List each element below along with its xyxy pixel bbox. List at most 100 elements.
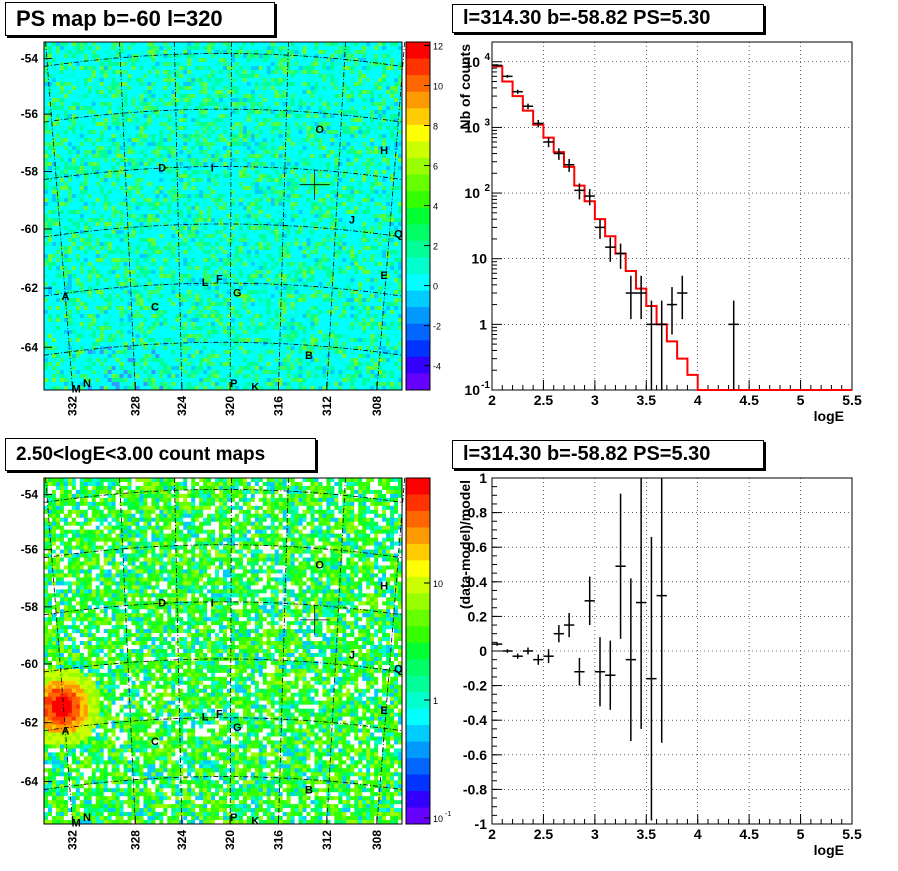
- ps-map-lat-line: [43, 223, 403, 238]
- source-label-e: E: [380, 705, 387, 717]
- count-map-pixels: [44, 478, 403, 825]
- count-map-colorbar-frame: [405, 477, 431, 825]
- count-map-ytick-label: -58: [21, 600, 39, 614]
- spectrum-xtick-label: 2: [488, 392, 496, 408]
- residual-ytick-label: 0.4: [468, 574, 488, 590]
- count-map-colorbar-band: [406, 708, 430, 726]
- spectrum-ytick-label: 10: [464, 382, 480, 398]
- ps-colorbar-tick-label: 12: [433, 41, 443, 51]
- count-map-colorbar-band: [406, 675, 430, 693]
- count-map-colorbar-band: [406, 560, 430, 578]
- ps-colorbar-tick-label: 0: [433, 282, 438, 292]
- spectrum-ytick-label: 1: [479, 316, 487, 332]
- count-map-lon-line: [278, 477, 289, 825]
- source-label-c: C: [151, 301, 159, 313]
- residual-xlabel: logE: [814, 842, 844, 858]
- ps-colorbar-tick-label: 6: [433, 162, 438, 172]
- ps-map-lon-line: [278, 41, 289, 391]
- ps-map-colorbar-band: [406, 42, 430, 60]
- count-map-lon-line: [229, 477, 232, 825]
- source-label-f: F: [216, 708, 223, 720]
- ps-map-lat-line: [43, 282, 403, 297]
- residual-xtick-label: 5: [797, 826, 805, 842]
- spectrum-xtick-label: 3.5: [637, 392, 657, 408]
- count-map-lon-line: [326, 477, 346, 825]
- ps-map-xtick-label: 328: [128, 396, 142, 416]
- ps-map-lon-line: [45, 41, 74, 391]
- spectrum-ytick-label: 10: [464, 54, 480, 70]
- count-map-lat-line: [43, 544, 403, 559]
- ps-map-ytick-label: -62: [21, 281, 39, 295]
- ps-map-panel: -54 -56 -58 -60 -62 -64 332 328 324 320 316 312 308 A…: [21, 41, 443, 416]
- count-map-ytick-label: -56: [21, 543, 39, 557]
- source-label-j: J: [349, 649, 355, 661]
- count-map-colorbar-band: [406, 692, 430, 710]
- residual-ytick-label: 0.6: [468, 539, 488, 555]
- ps-map-title: PS map b=-60 l=320: [5, 2, 275, 36]
- ps-map-colorbar-band: [406, 224, 430, 242]
- source-label-h: H: [380, 145, 388, 157]
- ps-map-colorbar-band: [406, 356, 430, 374]
- count-map-colorbar: [405, 477, 431, 825]
- ps-map-lon-line: [119, 41, 136, 391]
- ps-map-colorbar-band: [406, 307, 430, 325]
- count-map-graticule: [43, 477, 406, 825]
- source-label-k: K: [251, 816, 259, 828]
- count-map-colorbar-band: [406, 478, 430, 495]
- ps-map-colorbar-band: [406, 108, 430, 126]
- source-label-d: D: [158, 162, 166, 174]
- spectrum-ytick-label: 10: [471, 251, 487, 267]
- ps-map-lon-line: [326, 41, 346, 391]
- residual-xtick-label: 2: [488, 826, 496, 842]
- ps-map-ytick-label: -60: [21, 222, 39, 236]
- count-map-colorbar-band: [406, 494, 430, 512]
- residual-ytick-label: -0.4: [463, 712, 487, 728]
- source-label-i: I: [211, 162, 214, 174]
- ps-map-colorbar-band: [406, 75, 430, 93]
- count-map-lon-line: [119, 477, 136, 825]
- source-label-q: Q: [394, 228, 403, 240]
- count-map-colorbar-band: [406, 758, 430, 776]
- count-colorbar-tick-label: 10: [433, 814, 443, 824]
- spectrum-ytick-exp: 4: [484, 52, 490, 63]
- residual-title: l=314.30 b=-58.82 PS=5.30: [452, 440, 764, 469]
- ps-map-lon-line: [229, 41, 232, 391]
- source-label-f: F: [216, 274, 223, 286]
- residual-xtick-label: 5.5: [842, 826, 862, 842]
- count-map-xtick-label: 320: [223, 830, 237, 850]
- count-map-colorbar-band: [406, 741, 430, 759]
- spectrum-ytick-exp: 2: [484, 183, 490, 194]
- count-map-colorbar-band: [406, 725, 430, 743]
- spectrum-xtick-label: 5: [797, 392, 805, 408]
- residual-ytick-label: 1: [479, 470, 487, 486]
- ps-map-colorbar-band: [406, 191, 430, 209]
- ps-colorbar-tick-label: -2: [433, 322, 441, 332]
- ps-map-lon-line: [376, 41, 406, 391]
- source-label-a: A: [62, 726, 70, 738]
- count-map-colorbar-band: [406, 774, 430, 792]
- ps-map-frame: [43, 41, 403, 391]
- count-map-lon-line: [174, 477, 183, 825]
- ps-map-colorbar-frame: [405, 41, 431, 391]
- count-map-colorbar-band: [406, 807, 430, 825]
- ps-map-colorbar-band: [406, 158, 430, 176]
- count-map-colorbar-band: [406, 510, 430, 528]
- ps-map-ytick-label: -56: [21, 107, 39, 121]
- ps-map-colorbar: [405, 41, 431, 391]
- ps-map-lat-line: [43, 108, 403, 123]
- spectrum-ytick-label: 10: [464, 185, 480, 201]
- source-label-a: A: [62, 291, 70, 303]
- spectrum-ylabel: Nb of counts: [457, 44, 473, 130]
- count-map-ytick-label: -54: [21, 487, 39, 501]
- source-label-o: O: [315, 124, 324, 136]
- spectrum-xtick-label: 3: [591, 392, 599, 408]
- count-map-panel: -54 -56 -58 -60 -62 -64 332 328 324 320 316 312 308 A…: [21, 477, 451, 850]
- source-label-g: G: [233, 288, 242, 300]
- ps-map-xtick-label: 308: [370, 396, 384, 416]
- count-colorbar-tick-exp: -1: [445, 811, 451, 818]
- count-map-xtick-label: 312: [320, 830, 334, 850]
- residual-ytick-label: 0.2: [468, 608, 488, 624]
- residual-ytick-label: -0.2: [463, 678, 487, 694]
- count-map-lon-line: [376, 477, 406, 825]
